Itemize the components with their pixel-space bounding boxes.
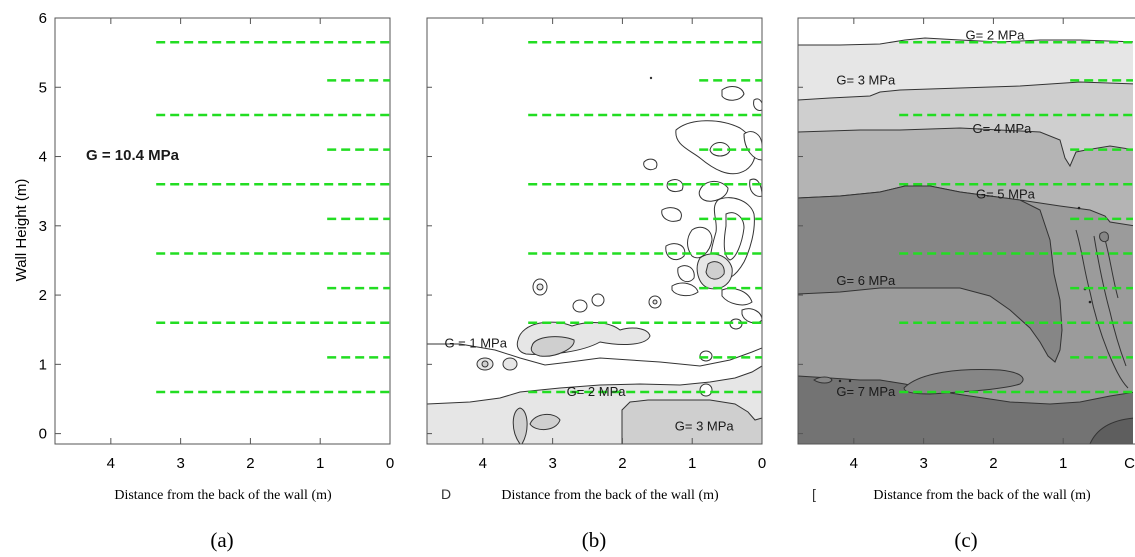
panel-a-x-axis: 4 3 2 1 0 — [107, 18, 394, 472]
contour-label: G= 5 MPa — [976, 187, 1036, 202]
x-tick-label: 1 — [688, 455, 696, 472]
panel-b-band-3mpa — [621, 399, 762, 444]
x-tick-label: 1 — [316, 455, 324, 472]
panel-a-y-axis: 0 1 2 3 4 5 6 — [39, 10, 61, 443]
panel-a-reinforcement — [156, 40, 390, 394]
panel-a-xlabel: Distance from the back of the wall (m) — [114, 488, 332, 503]
contour-label: G = 1 MPa — [444, 336, 507, 351]
x-tick-label: 2 — [989, 455, 997, 472]
y-tick-label: 2 — [39, 287, 47, 304]
panel-a-ylabel: Wall Height (m) — [13, 179, 30, 282]
x-tick-label: 3 — [919, 455, 927, 472]
panel-c-band-7mpa — [798, 375, 1133, 444]
panel-b-reinforcement — [528, 40, 762, 394]
panel-b-frame — [426, 17, 763, 445]
y-tick-label: 0 — [39, 426, 47, 443]
x-tick-label: C — [1124, 455, 1135, 472]
panel-c-contour-labels: G= 2 MPa G= 3 MPa G= 4 MPa G= 5 MPa G= 6 MPa… — [836, 27, 1035, 399]
panel-c-reinforcement — [899, 40, 1133, 394]
x-tick-label: 2 — [246, 455, 254, 472]
panel-c-x-axis: 4 3 2 1 C — [798, 17, 1135, 472]
y-tick-label: 6 — [39, 10, 47, 27]
panel-a-frame — [54, 17, 391, 445]
panel-a-annotation: G = 10.4 MPa — [86, 147, 180, 164]
contour-label: G= 7 MPa — [836, 384, 896, 399]
panel-b-contour-labels: G = 1 MPa G= 2 MPa G= 3 MPa — [444, 336, 734, 434]
x-tick-label: 4 — [850, 455, 858, 472]
contour-label: G= 6 MPa — [836, 273, 896, 288]
panel-b-letter: (b) — [582, 528, 607, 552]
contour-label: G= 2 MPa — [567, 384, 627, 399]
y-tick-label: 4 — [39, 149, 47, 166]
y-tick-label: 5 — [39, 79, 47, 96]
panel-b-xlabel-prefix: D — [441, 486, 451, 502]
x-tick-label: 3 — [176, 455, 184, 472]
contour-label: G= 4 MPa — [972, 121, 1032, 136]
x-tick-label: 3 — [548, 455, 556, 472]
panel-c-band-6mpa — [798, 185, 1063, 363]
contour-label: G= 2 MPa — [966, 27, 1026, 42]
x-tick-label: 1 — [1059, 455, 1067, 472]
x-tick-label: 0 — [758, 455, 766, 472]
x-tick-label: 4 — [107, 455, 115, 472]
panel-c-contours — [798, 18, 1133, 444]
y-tick-label: 3 — [39, 218, 47, 235]
panel-a-letter: (a) — [210, 528, 233, 552]
panel-b-x-axis: 4 3 2 1 0 — [427, 17, 766, 472]
panel-a: 4 3 2 1 0 0 1 2 3 4 5 6 G = 10.4 MPa Wall Height (… — [13, 10, 394, 552]
panel-b-contours — [427, 76, 762, 444]
panel-c-frame — [797, 17, 1135, 445]
contour-label: G= 3 MPa — [675, 419, 735, 434]
panel-c-xlabel: Distance from the back of the wall (m) — [873, 488, 1091, 503]
x-tick-label: 0 — [386, 455, 394, 472]
panel-b-contour-1mpa — [427, 343, 762, 367]
x-tick-label: 2 — [618, 455, 626, 472]
panel-c-letter: (c) — [954, 528, 977, 552]
y-tick-label: 1 — [39, 356, 47, 373]
contour-label: G= 3 MPa — [836, 72, 896, 87]
x-tick-label: 4 — [479, 455, 487, 472]
panel-c-xlabel-prefix: [ — [812, 486, 816, 502]
panel-b-xlabel: Distance from the back of the wall (m) — [501, 488, 719, 503]
panel-b: 4 3 2 1 0 G = 1 MPa G= 2 MPa G= 3 MPa D Distan… — [426, 17, 766, 552]
